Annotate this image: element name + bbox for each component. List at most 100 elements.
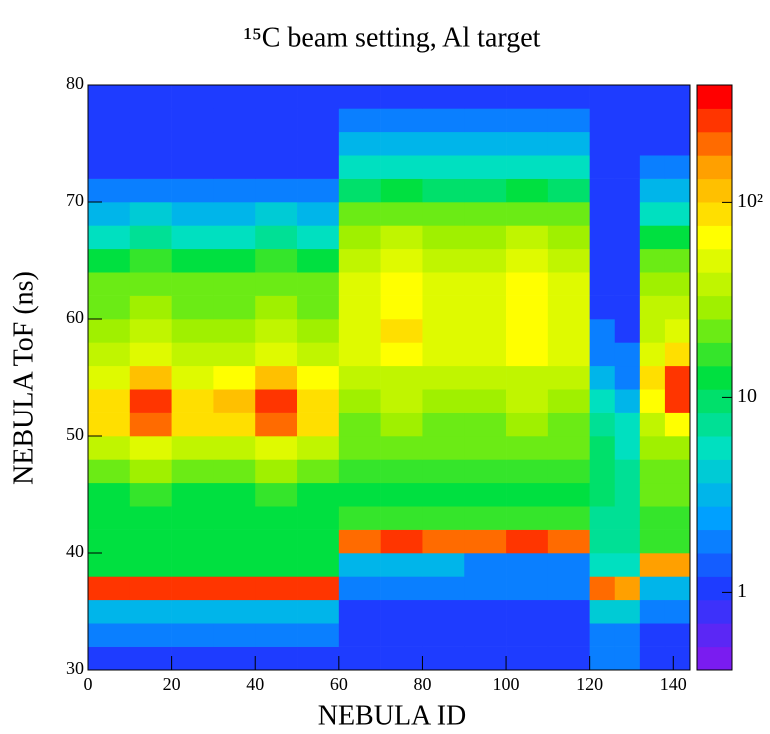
heatmap-cell (171, 155, 214, 179)
heatmap-cell (589, 529, 616, 554)
heatmap-cell (422, 202, 465, 226)
heatmap-cell (506, 225, 549, 250)
heatmap-cell (639, 576, 666, 601)
heatmap-cell (380, 553, 423, 577)
heatmap-cell (506, 155, 549, 179)
heatmap-cell (506, 412, 549, 437)
heatmap-cell (297, 131, 340, 156)
heatmap-cell (297, 85, 340, 109)
heatmap-cell (255, 412, 298, 437)
heatmap-cell (547, 389, 590, 413)
heatmap-cell (338, 576, 381, 601)
heatmap-cell (547, 506, 590, 530)
heatmap-cell (464, 576, 507, 601)
heatmap-cell (664, 506, 691, 530)
heatmap-cell (464, 295, 507, 320)
color-bar-band (697, 131, 732, 156)
heatmap-cell (380, 436, 423, 460)
heatmap-cell (88, 599, 131, 624)
heatmap-cell (213, 553, 256, 577)
heatmap-cell (664, 436, 691, 460)
heatmap-cell (639, 155, 666, 179)
heatmap-cell (422, 576, 465, 601)
heatmap-cell (129, 482, 172, 507)
heatmap-cell (614, 131, 641, 156)
heatmap-cell (88, 178, 131, 203)
heatmap-cell (664, 646, 691, 671)
heatmap-cell (338, 272, 381, 296)
heatmap-cell (129, 529, 172, 554)
heatmap-cell (129, 576, 172, 601)
heatmap-cell (589, 646, 616, 671)
heatmap-cell (213, 108, 256, 133)
heatmap-cell (297, 178, 340, 203)
heatmap-cell (380, 389, 423, 413)
heatmap-cell (589, 365, 616, 390)
heatmap-cell (380, 248, 423, 273)
heatmap-cell (255, 553, 298, 577)
heatmap-cell (664, 178, 691, 203)
heatmap-cell (639, 623, 666, 647)
heatmap-cell (171, 202, 214, 226)
heatmap-cell (338, 459, 381, 484)
heatmap-cell (213, 599, 256, 624)
heatmap-cell (255, 389, 298, 413)
color-bar-band (697, 553, 732, 577)
heatmap-cell (664, 319, 691, 343)
heatmap-cell (464, 365, 507, 390)
heatmap-cell (422, 272, 465, 296)
heatmap-cell (639, 319, 666, 343)
heatmap-cell (664, 553, 691, 577)
heatmap-cell (422, 436, 465, 460)
heatmap-cell (213, 623, 256, 647)
color-bar-frame (696, 84, 733, 671)
heatmap-cell (589, 272, 616, 296)
heatmap-cell (547, 272, 590, 296)
heatmap-cell (380, 225, 423, 250)
heatmap-cell (171, 646, 214, 671)
heatmap-cell (464, 131, 507, 156)
heatmap-cell (380, 272, 423, 296)
heatmap-cell (664, 225, 691, 250)
heatmap-cell (88, 202, 131, 226)
heatmap-cell (297, 412, 340, 437)
heatmap-cell (547, 623, 590, 647)
color-bar-band (697, 342, 732, 367)
heatmap-cell (547, 295, 590, 320)
y-tick-label: 60 (66, 307, 84, 327)
heatmap-cell (614, 342, 641, 367)
x-tick-label: 80 (413, 674, 431, 694)
color-bar-band (697, 295, 732, 320)
heatmap-cell (129, 178, 172, 203)
heatmap-cell (297, 623, 340, 647)
heatmap-cell (129, 389, 172, 413)
heatmap-cell (664, 365, 691, 390)
heatmap-cell (338, 225, 381, 250)
color-bar-band (697, 482, 732, 507)
heatmap-cell (422, 646, 465, 671)
heatmap-cell (589, 131, 616, 156)
heatmap-cell (171, 599, 214, 624)
heatmap-cell (380, 319, 423, 343)
heatmap-cell (464, 225, 507, 250)
heatmap-cell (213, 389, 256, 413)
heatmap-cell (664, 108, 691, 133)
heatmap-cell (255, 202, 298, 226)
heatmap-cell (547, 202, 590, 226)
heatmap-cell (171, 178, 214, 203)
heatmap-cell (171, 108, 214, 133)
heatmap-cell (614, 576, 641, 601)
heatmap-cell (464, 482, 507, 507)
heatmap-cell (639, 459, 666, 484)
heatmap-cell (129, 225, 172, 250)
heatmap-cell (338, 365, 381, 390)
heatmap-cell (589, 342, 616, 367)
heatmap-cell (255, 108, 298, 133)
heatmap-cell (338, 202, 381, 226)
heatmap-cell (297, 389, 340, 413)
heatmap-cell (129, 295, 172, 320)
x-tick-label: 60 (330, 674, 348, 694)
heatmap-cell (506, 599, 549, 624)
heatmap-cell (297, 225, 340, 250)
heatmap-cell (547, 599, 590, 624)
